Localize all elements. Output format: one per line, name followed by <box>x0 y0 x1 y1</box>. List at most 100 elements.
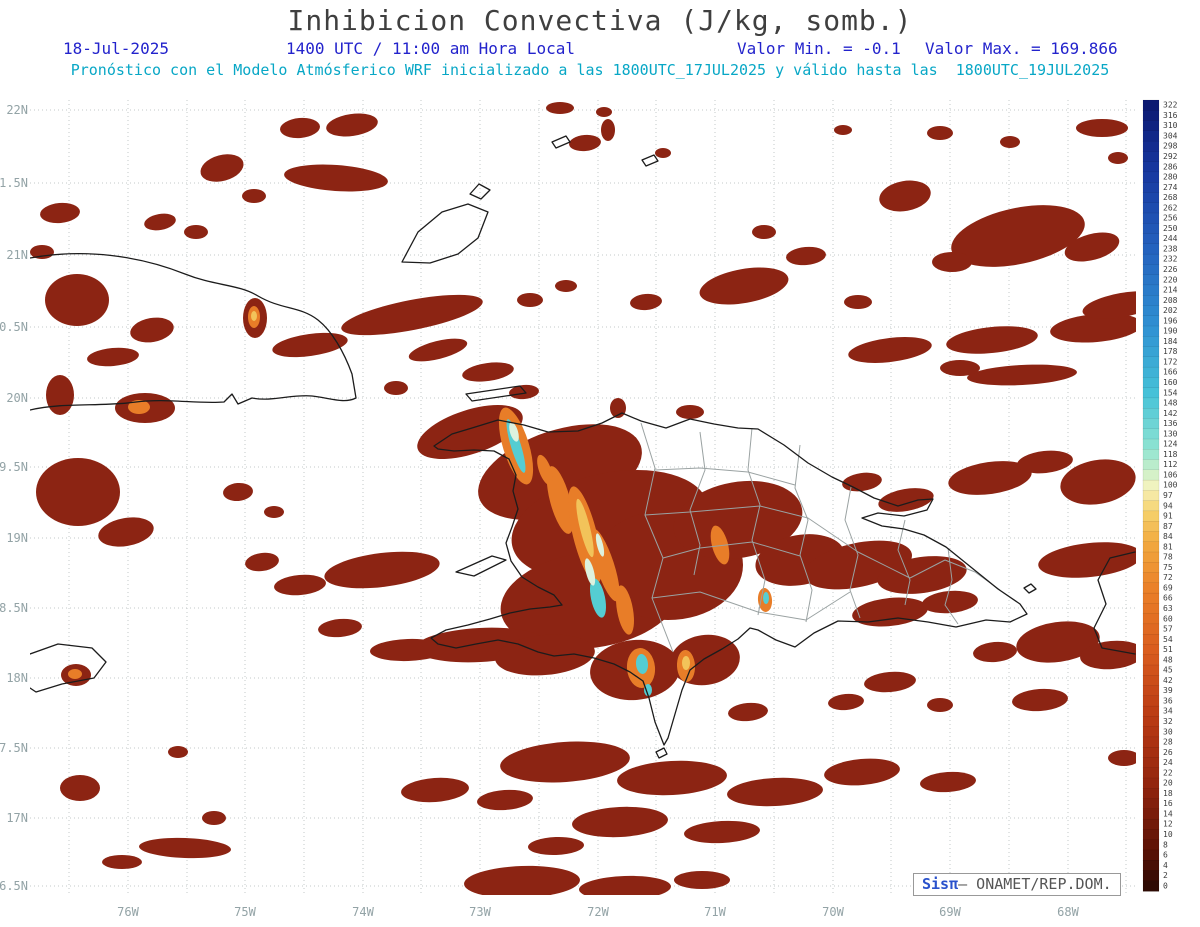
cin-blob <box>45 274 109 326</box>
coastline <box>455 555 507 577</box>
coastline <box>1093 551 1136 655</box>
colorbar-tick-label: 0 <box>1163 881 1168 890</box>
cin-blob <box>569 134 601 152</box>
cin-blob <box>1016 621 1100 663</box>
colorbar-tick-label: 10 <box>1163 830 1173 839</box>
axis-labels-layer: 22N 1.5N 21N 0.5N 20N 9.5N 19N 8.5N 18N 7.5N 17N 6.… <box>0 103 1080 919</box>
colorbar-cell <box>1142 818 1160 830</box>
cin-blob <box>546 466 574 534</box>
colorbar-tick-label: 202 <box>1163 306 1178 315</box>
colorbar-cell <box>1142 757 1160 769</box>
cin-blob <box>676 405 704 419</box>
lat-label: 6.5N <box>0 879 28 893</box>
colorbar-tick-label: 256 <box>1163 214 1178 223</box>
colorbar-cell <box>1142 613 1160 625</box>
cin-blob <box>528 836 584 856</box>
colorbar-cell <box>1142 243 1160 255</box>
cin-blob <box>408 338 468 362</box>
colorbar-tick-label: 24 <box>1163 758 1173 767</box>
colorbar-tick-label: 26 <box>1163 748 1173 757</box>
colorbar-tick-label: 91 <box>1163 512 1173 521</box>
colorbar-tick-label: 87 <box>1163 522 1173 531</box>
lon-label: 73W <box>469 905 491 919</box>
colorbar-cell <box>1142 747 1160 759</box>
colorbar-cell <box>1142 233 1160 245</box>
coastline <box>430 412 1028 746</box>
cin-blob <box>710 525 730 565</box>
colorbar-tick-label: 148 <box>1163 399 1178 408</box>
cin-blob <box>635 654 649 674</box>
cin-blob <box>168 746 188 758</box>
cin-blob <box>878 488 934 512</box>
province-border <box>662 541 801 559</box>
colorbar-cell <box>1142 644 1160 656</box>
cin-blob <box>280 117 320 139</box>
colorbar-cell <box>1142 305 1160 317</box>
colorbar-tick-label: 36 <box>1163 696 1173 705</box>
colorbar-tick-label: 250 <box>1163 224 1178 233</box>
cin-blob <box>684 820 760 844</box>
cin-blob <box>102 855 142 869</box>
colorbar-cell <box>1142 531 1160 543</box>
colorbar-tick-label: 154 <box>1163 388 1178 397</box>
cin-blob <box>264 506 284 518</box>
colorbar-cell <box>1142 521 1160 533</box>
coastline <box>1023 583 1037 594</box>
colorbar-tick-label: 34 <box>1163 707 1173 716</box>
coastline <box>469 183 491 200</box>
lon-label: 72W <box>587 905 609 919</box>
coastline <box>655 747 668 759</box>
colorbar-tick-label: 316 <box>1163 111 1178 120</box>
cin-blob <box>699 267 789 305</box>
colorbar-cell <box>1142 151 1160 163</box>
cin-blob <box>87 347 139 367</box>
province-border <box>654 467 796 486</box>
colorbar-cell <box>1142 182 1160 194</box>
credit-badge: Sisπ– ONAMET/REP.DOM. <box>913 873 1121 896</box>
colorbar-cell <box>1142 562 1160 574</box>
cin-blob <box>728 702 768 722</box>
colorbar-cell <box>1142 685 1160 697</box>
cin-shading-layer <box>30 102 1136 895</box>
value-max-label: Valor Max. = 169.866 <box>925 39 1118 58</box>
colorbar-tick-label: 178 <box>1163 347 1178 356</box>
colorbar-tick-label: 42 <box>1163 676 1173 685</box>
colorbar-tick-label: 196 <box>1163 316 1178 325</box>
cin-blob <box>617 760 727 796</box>
cin-blob <box>630 293 662 311</box>
province-border <box>897 519 911 606</box>
cin-blob <box>951 205 1085 267</box>
colorbar-tick-label: 84 <box>1163 532 1173 541</box>
province-border <box>640 422 674 653</box>
colorbar-tick-label: 54 <box>1163 635 1173 644</box>
colorbar-cell <box>1142 664 1160 676</box>
coastline <box>465 385 527 402</box>
colorbar-cell <box>1142 387 1160 399</box>
cin-blob <box>546 102 574 114</box>
cin-blob <box>223 482 253 502</box>
cin-blob <box>509 422 519 442</box>
cin-blob <box>341 294 483 336</box>
cin-blob <box>1038 542 1136 578</box>
colorbar-cell <box>1142 808 1160 820</box>
colorbar-cell <box>1142 880 1160 892</box>
cin-blob <box>973 641 1017 663</box>
colorbar-cell <box>1142 192 1160 204</box>
colorbar-tick-label: 2 <box>1163 871 1168 880</box>
province-borders-layer <box>640 422 1001 653</box>
cin-blob <box>274 574 326 596</box>
lat-label: 21N <box>6 248 28 262</box>
colorbar-cell <box>1142 99 1160 111</box>
colorbar-cell <box>1142 274 1160 286</box>
lat-label: 19N <box>6 531 28 545</box>
colorbar-cell <box>1142 500 1160 512</box>
colorbar-cell <box>1142 860 1160 872</box>
cin-blob <box>200 154 244 182</box>
colorbar-cell <box>1142 377 1160 389</box>
colorbar-cell <box>1142 202 1160 214</box>
lon-label: 69W <box>939 905 961 919</box>
colorbar-cell <box>1142 777 1160 789</box>
colorbar-tick-label: 12 <box>1163 820 1173 829</box>
colorbar-cell <box>1142 140 1160 152</box>
